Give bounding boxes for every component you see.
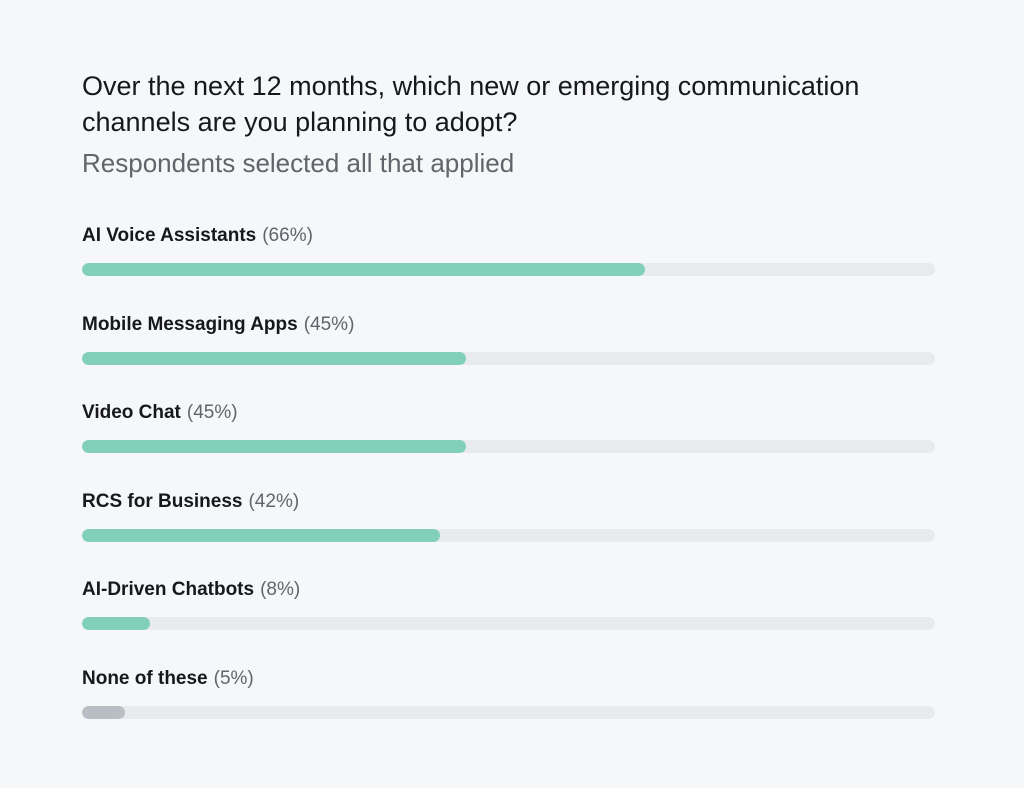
category-label: AI-Driven Chatbots <box>82 579 255 601</box>
value-label: (45%) <box>186 402 238 424</box>
bar-track <box>82 528 935 542</box>
bar-label: None of these (5%) <box>82 665 935 693</box>
bar-row: AI Voice Assistants (66%) <box>82 222 935 311</box>
value-label: (5%) <box>213 667 254 689</box>
bar-track <box>82 617 935 631</box>
bar-label: Mobile Messaging Apps (45%) <box>82 311 935 339</box>
bar-fill <box>82 617 151 631</box>
bar-row: Video Chat (45%) <box>82 399 935 488</box>
bar-fill <box>82 263 645 276</box>
bar-label: AI Voice Assistants (66%) <box>82 222 935 250</box>
bar-track <box>82 440 935 454</box>
category-label: RCS for Business <box>82 490 243 512</box>
bar-row: None of these (5%) <box>82 665 935 754</box>
bar-fill <box>82 440 466 454</box>
bar-track <box>82 263 935 276</box>
value-label: (42%) <box>248 490 300 512</box>
value-label: (66%) <box>262 225 313 246</box>
category-label: Mobile Messaging Apps <box>82 313 298 335</box>
bar-row: AI-Driven Chatbots (8%) <box>82 576 935 665</box>
bar-label: RCS for Business (42%) <box>82 488 935 516</box>
chart-title: Over the next 12 months, which new or em… <box>82 71 860 137</box>
value-label: (8%) <box>260 579 301 601</box>
category-label: Video Chat <box>82 402 181 424</box>
bar-track <box>82 351 935 365</box>
category-label: AI Voice Assistants <box>82 225 257 246</box>
bar-label: Video Chat (45%) <box>82 399 935 427</box>
category-label: None of these <box>82 667 208 689</box>
bar-track <box>82 705 935 719</box>
bar-fill <box>82 351 466 365</box>
value-label: (45%) <box>303 313 355 335</box>
chart-subtitle: Respondents selected all that applied <box>82 148 515 178</box>
bar-rows: AI Voice Assistants (66%) Mobile Messagin… <box>82 222 935 754</box>
bar-row: RCS for Business (42%) <box>82 488 935 577</box>
bar-fill <box>82 528 441 542</box>
bar-label: AI-Driven Chatbots (8%) <box>82 576 935 604</box>
bar-row: Mobile Messaging Apps (45%) <box>82 311 935 400</box>
bar-fill <box>82 705 125 719</box>
